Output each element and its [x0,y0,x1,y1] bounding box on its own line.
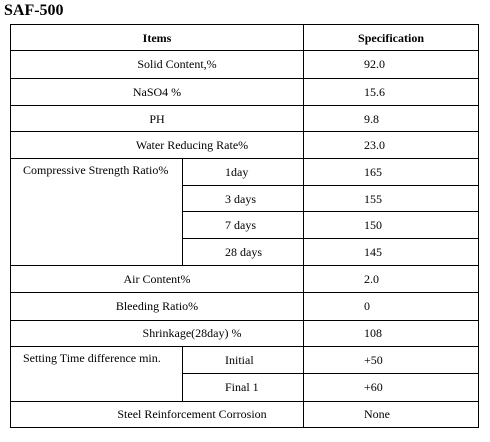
item-value: 2.0 [303,264,480,294]
table-row: Water Reducing Rate% 23.0 [9,131,480,159]
sub-item-label: 7 days [181,211,305,239]
item-label: Water Reducing Rate% [9,131,305,159]
sub-item-label: Final 1 [181,373,305,402]
sub-item-value: 165 [303,157,480,186]
sub-item-label: Initial [181,345,305,375]
header-row: Items Specification [9,23,480,52]
table-row: Setting Time difference min. Initial +50 [10,345,480,402]
item-label: Solid Content,% [9,50,305,79]
sub-item-label: 1day [181,157,305,186]
item-value: 23.0 [303,131,480,159]
table-row: Steel Reinforcement Corrosion None [9,400,480,428]
item-value: 108 [303,319,480,347]
sub-item-label: 3 days [181,184,305,213]
header-items: Items [9,23,305,52]
item-label: Steel Reinforcement Corrosion [9,400,305,428]
table-row: 3 days 155 [11,184,480,213]
table-row: 7 days 150 [11,211,480,239]
sub-item-value: 150 [303,211,480,239]
sub-item-value: +60 [303,373,480,402]
table-row: Bleeding Ratio% 0 [9,292,480,321]
item-value: 9.8 [303,104,480,133]
table-row: Final 1 +60 [11,373,480,402]
table-row: Air Content% 2.0 [9,264,480,294]
specification-table: Items Specification Solid Content,% 92.0… [9,23,480,428]
group-label-setting-time: Setting Time difference min. [10,345,183,402]
item-label: Shrinkage(28day) % [9,319,305,347]
header-specification: Specification [303,23,480,52]
item-value: 0 [303,292,480,321]
table-row: PH 9.8 [9,104,480,133]
group-label-compressive: Compressive Strength Ratio% [10,157,183,266]
item-label: PH [9,104,305,133]
sub-item-value: 145 [303,237,480,266]
sub-item-label: 28 days [181,237,305,266]
table-row: Shrinkage(28day) % 108 [9,319,480,347]
table-row: 28 days 145 [11,237,480,266]
table-row: Compressive Strength Ratio% 1day 165 [10,157,480,266]
page-title: SAF-500 [4,2,64,19]
table-row: Solid Content,% 92.0 [9,50,480,79]
sub-item-value: +50 [303,345,480,375]
item-label: Bleeding Ratio% [9,292,305,321]
table-row: NaSO4 % 15.6 [9,77,480,106]
item-value: None [303,400,480,428]
item-label: Air Content% [9,264,305,294]
item-label: NaSO4 % [9,77,305,106]
sub-item-value: 155 [303,184,480,213]
item-value: 92.0 [303,50,480,79]
item-value: 15.6 [303,77,480,106]
